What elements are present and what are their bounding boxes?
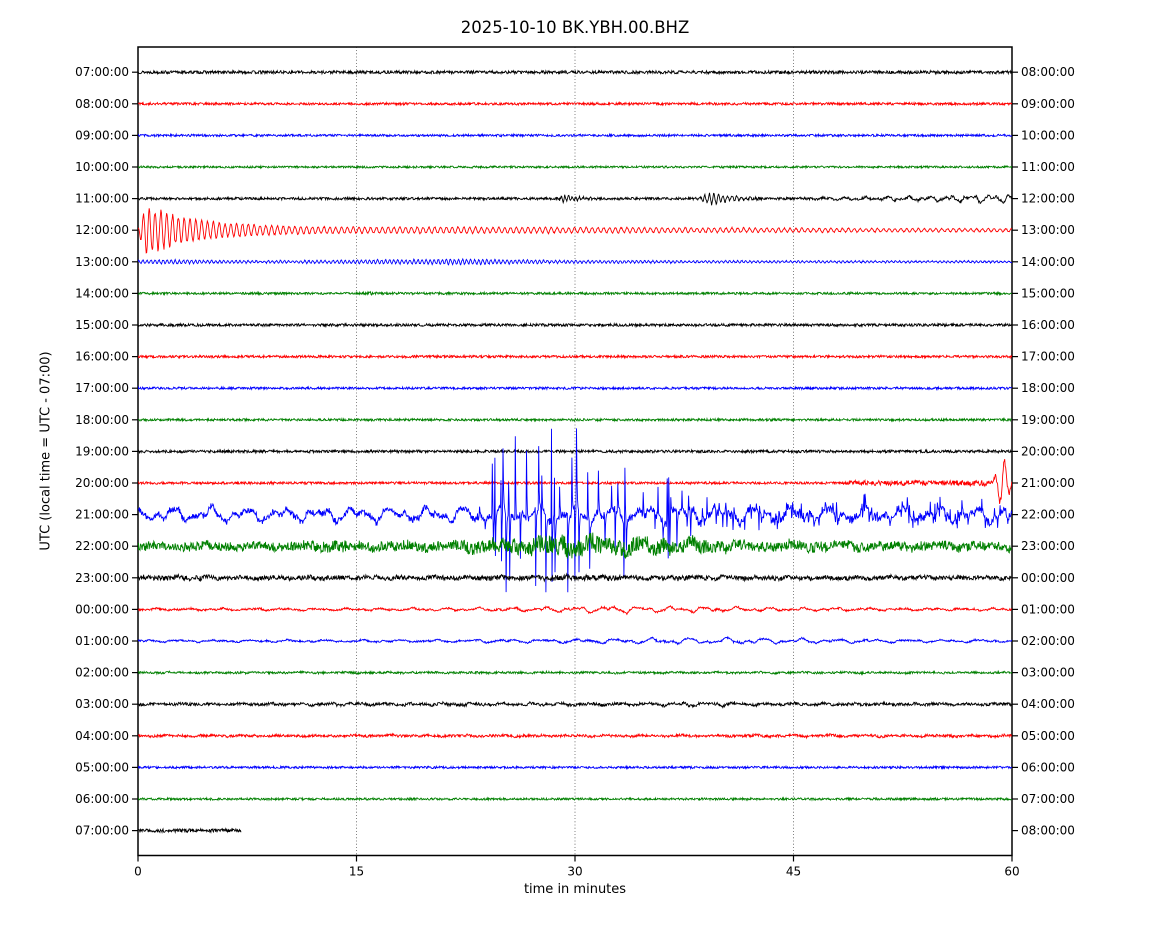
right-time-label: 00:00:00 bbox=[1021, 571, 1075, 585]
trace-02:00:00 bbox=[138, 669, 1012, 676]
right-time-label: 18:00:00 bbox=[1021, 381, 1075, 395]
x-axis-label: time in minutes bbox=[523, 882, 627, 897]
trace-11:00:00 bbox=[138, 192, 1012, 206]
x-tick-label: 0 bbox=[134, 865, 142, 879]
trace-07:00:00 bbox=[138, 69, 1012, 76]
right-time-label: 13:00:00 bbox=[1021, 223, 1075, 237]
right-time-label: 19:00:00 bbox=[1021, 413, 1075, 427]
trace-12:00:00 bbox=[138, 208, 1012, 254]
left-time-label: 00:00:00 bbox=[75, 602, 129, 616]
trace-01:00:00 bbox=[138, 635, 1012, 646]
gridlines-group bbox=[356, 47, 794, 856]
trace-14:00:00 bbox=[138, 290, 1012, 297]
right-time-label: 01:00:00 bbox=[1021, 602, 1075, 616]
trace-05:00:00 bbox=[138, 764, 1012, 771]
trace-13:00:00 bbox=[138, 257, 1012, 266]
y-axis-label: UTC (local time = UTC - 07:00) bbox=[38, 351, 54, 551]
trace-22:00:00 bbox=[138, 532, 1012, 559]
left-time-label: 01:00:00 bbox=[75, 634, 129, 648]
right-time-label: 23:00:00 bbox=[1021, 539, 1075, 553]
figure-title: 2025-10-10 BK.YBH.00.BHZ bbox=[460, 18, 690, 37]
left-time-label: 03:00:00 bbox=[75, 697, 129, 711]
x-tick-label: 45 bbox=[786, 865, 801, 879]
right-time-label: 22:00:00 bbox=[1021, 508, 1075, 522]
left-time-label: 05:00:00 bbox=[75, 760, 129, 774]
trace-18:00:00 bbox=[138, 416, 1012, 423]
left-time-label: 06:00:00 bbox=[75, 792, 129, 806]
right-time-label: 04:00:00 bbox=[1021, 697, 1075, 711]
trace-07:00:00 bbox=[138, 827, 242, 834]
trace-00:00:00 bbox=[138, 604, 1012, 616]
right-time-label: 08:00:00 bbox=[1021, 824, 1075, 838]
left-time-label: 16:00:00 bbox=[75, 350, 129, 364]
left-time-label: 17:00:00 bbox=[75, 381, 129, 395]
right-time-label: 17:00:00 bbox=[1021, 350, 1075, 364]
right-time-label: 16:00:00 bbox=[1021, 318, 1075, 332]
right-time-label: 14:00:00 bbox=[1021, 255, 1075, 269]
right-time-label: 12:00:00 bbox=[1021, 192, 1075, 206]
right-time-label: 10:00:00 bbox=[1021, 128, 1075, 142]
left-time-label: 07:00:00 bbox=[75, 824, 129, 838]
left-time-label: 08:00:00 bbox=[75, 97, 129, 111]
right-time-label: 03:00:00 bbox=[1021, 666, 1075, 680]
left-time-label: 07:00:00 bbox=[75, 65, 129, 79]
left-time-label: 19:00:00 bbox=[75, 444, 129, 458]
left-time-label: 09:00:00 bbox=[75, 128, 129, 142]
right-time-label: 11:00:00 bbox=[1021, 160, 1075, 174]
left-time-label: 02:00:00 bbox=[75, 666, 129, 680]
right-time-label: 02:00:00 bbox=[1021, 634, 1075, 648]
trace-19:00:00 bbox=[138, 448, 1012, 455]
left-time-label: 04:00:00 bbox=[75, 729, 129, 743]
trace-09:00:00 bbox=[138, 132, 1012, 139]
right-time-label: 15:00:00 bbox=[1021, 286, 1075, 300]
left-time-label: 10:00:00 bbox=[75, 160, 129, 174]
trace-08:00:00 bbox=[138, 100, 1012, 107]
right-time-label: 08:00:00 bbox=[1021, 65, 1075, 79]
trace-23:00:00 bbox=[138, 572, 1012, 583]
left-time-label: 13:00:00 bbox=[75, 255, 129, 269]
left-time-label: 18:00:00 bbox=[75, 413, 129, 427]
trace-17:00:00 bbox=[138, 385, 1012, 392]
right-time-label: 09:00:00 bbox=[1021, 97, 1075, 111]
right-time-label: 05:00:00 bbox=[1021, 729, 1075, 743]
trace-06:00:00 bbox=[138, 796, 1012, 802]
right-time-label: 21:00:00 bbox=[1021, 476, 1075, 490]
trace-15:00:00 bbox=[138, 321, 1012, 329]
traces-group: 07:00:00 08:00:00 08:00:00 09:00:00 09:00:00… bbox=[75, 65, 1075, 837]
trace-21:00:00 bbox=[138, 428, 1012, 593]
x-tick-label: 60 bbox=[1004, 865, 1019, 879]
left-time-label: 12:00:00 bbox=[75, 223, 129, 237]
x-tick-label: 30 bbox=[567, 865, 582, 879]
trace-04:00:00 bbox=[138, 732, 1012, 740]
left-time-label: 21:00:00 bbox=[75, 508, 129, 522]
trace-10:00:00 bbox=[138, 164, 1012, 170]
x-tick-label: 15 bbox=[349, 865, 364, 879]
right-time-label: 20:00:00 bbox=[1021, 444, 1075, 458]
trace-20:00:00 bbox=[138, 459, 1012, 504]
trace-03:00:00 bbox=[138, 700, 1012, 709]
right-time-label: 06:00:00 bbox=[1021, 760, 1075, 774]
left-time-label: 11:00:00 bbox=[75, 192, 129, 206]
left-time-label: 22:00:00 bbox=[75, 539, 129, 553]
left-time-label: 14:00:00 bbox=[75, 286, 129, 300]
right-time-label: 07:00:00 bbox=[1021, 792, 1075, 806]
left-time-label: 23:00:00 bbox=[75, 571, 129, 585]
left-time-label: 15:00:00 bbox=[75, 318, 129, 332]
trace-16:00:00 bbox=[138, 353, 1012, 360]
left-time-label: 20:00:00 bbox=[75, 476, 129, 490]
x-axis-group: 0 15 30 45 60 bbox=[134, 855, 1020, 879]
